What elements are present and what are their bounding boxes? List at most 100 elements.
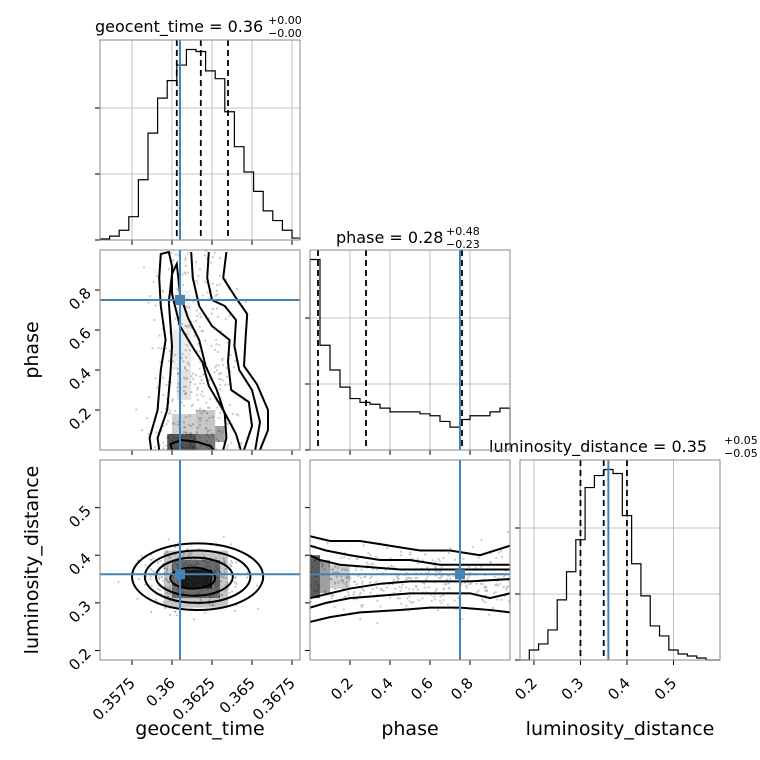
sample-point: [193, 563, 196, 566]
sample-point: [229, 559, 233, 563]
sample-point: [342, 608, 345, 611]
sample-point: [392, 579, 395, 583]
sample-point: [218, 372, 221, 376]
sample-point: [330, 578, 333, 581]
sample-point: [151, 347, 154, 350]
sample-point: [209, 596, 212, 599]
sample-point: [219, 571, 222, 574]
sample-point: [321, 562, 324, 565]
frame-hist-phase: [309, 249, 511, 451]
sample-point: [235, 413, 238, 416]
sample-point: [200, 379, 203, 382]
sample-point: [199, 599, 203, 602]
sample-point: [226, 422, 229, 426]
sample-point: [466, 578, 469, 581]
sample-point: [218, 274, 221, 277]
sample-point: [343, 556, 346, 559]
sample-point: [208, 406, 211, 410]
sample-point: [157, 346, 160, 350]
sample-point: [209, 603, 212, 606]
sample-point: [183, 376, 186, 379]
sample-point: [187, 559, 190, 562]
xtick-label-0: 0.3575: [89, 674, 139, 724]
sample-point: [375, 580, 378, 583]
sample-point: [199, 375, 202, 378]
sample-point: [174, 253, 177, 256]
sample-point: [190, 375, 193, 378]
truth-marker: [175, 295, 185, 305]
sample-point: [376, 599, 379, 602]
xtick-label-0: 0.2: [327, 674, 357, 704]
sample-point: [192, 377, 195, 381]
sample-point: [188, 349, 191, 352]
sample-point: [181, 322, 184, 326]
sample-point: [214, 294, 217, 297]
sample-point: [202, 409, 205, 412]
sample-point: [207, 379, 211, 382]
sample-point: [186, 271, 189, 274]
sample-point: [198, 591, 201, 594]
sample-point: [169, 412, 172, 415]
sample-point: [153, 318, 156, 321]
sample-point: [203, 254, 206, 257]
sample-point: [494, 591, 497, 594]
density-cell-3: [196, 410, 216, 434]
sample-point: [353, 591, 356, 594]
sample-point: [195, 431, 198, 434]
sample-point: [165, 570, 168, 573]
sample-point: [158, 588, 161, 592]
sample-point: [344, 595, 347, 598]
contour-ellipse-0: [131, 542, 265, 612]
sample-point: [440, 566, 443, 569]
sample-point: [367, 563, 370, 566]
sample-point: [222, 557, 225, 560]
sample-point: [206, 564, 209, 567]
sample-point: [196, 282, 199, 285]
sample-point: [217, 364, 221, 367]
sample-point: [442, 599, 445, 602]
sample-point: [213, 251, 216, 254]
sample-point: [410, 602, 413, 605]
sample-point: [202, 395, 205, 398]
sample-point: [446, 603, 450, 606]
sample-point: [506, 530, 509, 534]
xlabel-geocent_time: geocent_time: [135, 718, 264, 740]
sample-point: [426, 576, 429, 579]
sample-point: [196, 314, 199, 318]
sample-point: [399, 589, 402, 592]
sample-point: [438, 560, 441, 563]
sample-point: [386, 586, 389, 589]
sample-point: [362, 589, 366, 592]
sample-point: [359, 576, 363, 579]
xtick-label-4: 0.3675: [249, 674, 299, 724]
sample-point: [217, 430, 221, 433]
sample-point: [500, 598, 503, 601]
sample-point: [153, 446, 157, 449]
sample-point: [198, 350, 201, 353]
sample-point: [227, 444, 230, 447]
sample-point: [167, 412, 170, 415]
sample-point: [345, 569, 348, 572]
sample-point: [376, 568, 379, 571]
sample-point: [214, 338, 218, 342]
sample-point: [217, 584, 220, 587]
sample-point: [217, 439, 220, 443]
sample-point: [502, 575, 506, 578]
sample-point: [221, 430, 224, 434]
sample-point: [439, 570, 442, 573]
sample-point: [186, 377, 189, 380]
sample-point: [156, 587, 160, 590]
sample-point: [341, 568, 344, 571]
sample-point: [221, 379, 224, 382]
sample-point: [184, 385, 187, 388]
ytick-label-3: 0.5: [65, 502, 95, 532]
frame-hist-luminosity_distance: [519, 459, 721, 661]
contour-1: [310, 544, 510, 566]
sample-point: [184, 258, 187, 262]
sample-point: [198, 367, 201, 370]
sample-point: [392, 591, 395, 594]
sample-point: [186, 361, 189, 364]
sample-point: [496, 598, 499, 601]
sample-point: [182, 404, 186, 407]
